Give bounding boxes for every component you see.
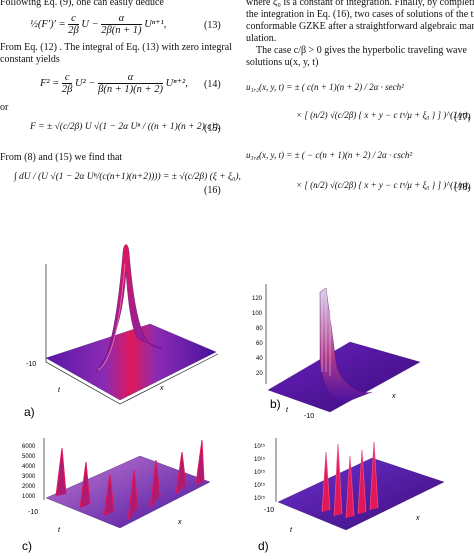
panel-a-axis-t: t (58, 387, 61, 394)
equation-17a: u₁,₂(x, y, t) = ± ( c(n + 1)(n + 2) / 2α… (246, 82, 404, 92)
panel-c-z-tick-4: 3000 (22, 474, 36, 480)
eq17-number: (17) (454, 112, 471, 123)
panel-c-z-tick-5: 2000 (22, 484, 36, 490)
text-before-16: From (8) and (15) we find that (0, 152, 123, 163)
panel-c-axis-t: t (58, 527, 61, 534)
panel-b-axis-min: -10 (304, 413, 314, 420)
panel-a-peak (95, 244, 163, 373)
panel-c-floor (45, 455, 211, 529)
equation-14: F² = c 2β U² − α β(n + 1)(n + 2) Uⁿ⁺², (40, 72, 188, 95)
panel-b-z-tick-6: 20 (256, 371, 263, 377)
eq13-term1: U − (81, 18, 102, 30)
right-line-3: conformable GZKE after a straightforward… (246, 21, 474, 32)
eq13-term2: Uⁿ⁺¹, (144, 18, 167, 30)
right-line-2: the integration in Eq. (16), two cases o… (246, 9, 474, 20)
panel-b: 120 100 80 60 40 20 t x -10 b) (252, 284, 421, 420)
eq14-frac1-num: c (61, 72, 73, 84)
eq13-frac1: c 2β (68, 13, 79, 36)
panel-a-axis-min: -10 (26, 361, 36, 368)
panel-a-axis-x: x (159, 385, 164, 392)
panel-d-z-tick-1: 10¹⁵ (254, 443, 266, 450)
equation-18a: u₃,₄(x, y, t) = ± ( − c(n + 1)(n + 2) / … (246, 150, 413, 160)
equation-16: ∫ dU / (U √(1 − 2α Uⁿ/(c(n+1)(n+2)))) = … (14, 172, 241, 182)
panel-a-label: a) (24, 405, 35, 419)
eq14-frac1: c 2β (61, 72, 73, 95)
eq16-number: (16) (204, 185, 221, 196)
panel-d-axis-x: x (415, 515, 420, 522)
eq15-body: √(c/2β) U √(1 − 2α Uⁿ / ((n + 1)(n + 2) … (54, 122, 221, 132)
eq14-frac1-den: 2β (61, 84, 73, 95)
panel-b-z-tick-5: 40 (256, 356, 263, 362)
panel-b-z-tick-2: 100 (252, 311, 263, 317)
or-word: or (0, 102, 9, 113)
panel-d-z-tick-3: 10¹⁵ (254, 469, 266, 476)
eq13-frac1-den: 2β (68, 25, 79, 36)
right-line-6: solutions u(x, y, t) (246, 57, 319, 68)
panel-c-spikes (55, 439, 205, 521)
panel-d-z-tick-2: 10¹⁵ (254, 456, 266, 463)
panel-c-z-tick-6: 1000 (22, 494, 36, 500)
panel-c-z-tick-2: 5000 (22, 454, 36, 460)
panel-c-label: c) (22, 539, 32, 553)
panel-d-label: d) (258, 539, 269, 553)
panel-c-axis-min: -10 (28, 509, 38, 516)
panel-d-z-tick-4: 10¹⁵ (254, 482, 266, 489)
intro-line: Following Eq. (9), one can easily deduce (0, 0, 164, 8)
eq15-lhs: F = ± (30, 122, 55, 132)
panel-d-z-tick-5: 10¹⁵ (254, 495, 266, 502)
equation-17b: × [ (n/2) √(c/2β) { x + y − c tᵘ/μ + ξ₀ … (296, 110, 470, 120)
eq14-lhs: F² = (40, 77, 62, 89)
text-after-13b: constant yields (0, 54, 60, 65)
equation-18b: × [ (n/2) √(c/2β) { x + y − c tᵘ/μ + ξ₀ … (296, 180, 470, 190)
panel-a: -10 t x a) (24, 244, 219, 419)
panel-b-label: b) (270, 397, 281, 411)
panel-b-z-tick-1: 120 (252, 296, 263, 302)
panel-b-axis-t: t (286, 407, 289, 414)
panel-d-axis-min: -10 (264, 507, 274, 514)
panel-c: 6000 5000 4000 3000 2000 1000 -10 t x c) (22, 438, 211, 553)
eq14-frac2-num: α (98, 72, 163, 84)
eq13-frac2: α 2β(n + 1) (101, 13, 142, 36)
panel-b-z-tick-3: 80 (256, 326, 263, 332)
eq13-frac2-num: α (101, 13, 142, 25)
eq18-number: (18) (454, 182, 471, 193)
right-line-1: where ξ₀ is a constant of integration. F… (246, 0, 474, 8)
panel-d-spikes (321, 441, 379, 519)
panel-a-floor (45, 323, 217, 401)
eq14-frac2: α β(n + 1)(n + 2) (98, 72, 163, 95)
eq13-frac2-den: 2β(n + 1) (101, 25, 142, 36)
eq14-term2: Uⁿ⁺², (165, 77, 188, 89)
eq15-number: (15) (204, 123, 221, 134)
panel-b-z-tick-4: 60 (256, 341, 263, 347)
figure-panels: -10 t x a) 120 100 80 60 40 20 t x -10 b… (22, 244, 445, 553)
right-line-5: The case c/β > 0 gives the hyperbolic tr… (256, 45, 467, 56)
equation-13: ½(F′)′ = c 2β U − α 2β(n + 1) Uⁿ⁺¹, (30, 13, 166, 36)
panel-c-axis-x: x (177, 519, 182, 526)
right-line-4: ulation. (246, 33, 277, 44)
panel-b-wall-lines (321, 292, 331, 376)
eq14-term1: U² − (75, 77, 99, 89)
equation-15: F = ± √(c/2β) U √(1 − 2α Uⁿ / ((n + 1)(n… (30, 122, 220, 132)
panel-d: 10¹⁵ 10¹⁵ 10¹⁵ 10¹⁵ 10¹⁵ -10 t x d) (254, 438, 445, 553)
eq13-lhs: ½(F′)′ = (30, 18, 69, 30)
eq14-number: (14) (204, 79, 221, 90)
panel-c-z-tick-3: 4000 (22, 464, 36, 470)
panel-a-axes (45, 264, 219, 405)
panel-b-axis-x: x (391, 393, 396, 400)
eq16-body: ∫ dU / (U √(1 − 2α Uⁿ/(c(n+1)(n+2)))) = … (14, 172, 241, 182)
eq14-frac2-den: β(n + 1)(n + 2) (98, 84, 163, 95)
panel-a-ridge (97, 263, 126, 371)
eq13-frac1-num: c (68, 13, 79, 25)
panel-c-z-tick-1: 6000 (22, 444, 36, 450)
eq13-number: (13) (204, 20, 221, 31)
panel-d-axis-t: t (290, 527, 293, 534)
panel-b-wall (319, 287, 373, 403)
text-after-13: From Eq. (12) . The integral of Eq. (13)… (0, 42, 232, 53)
